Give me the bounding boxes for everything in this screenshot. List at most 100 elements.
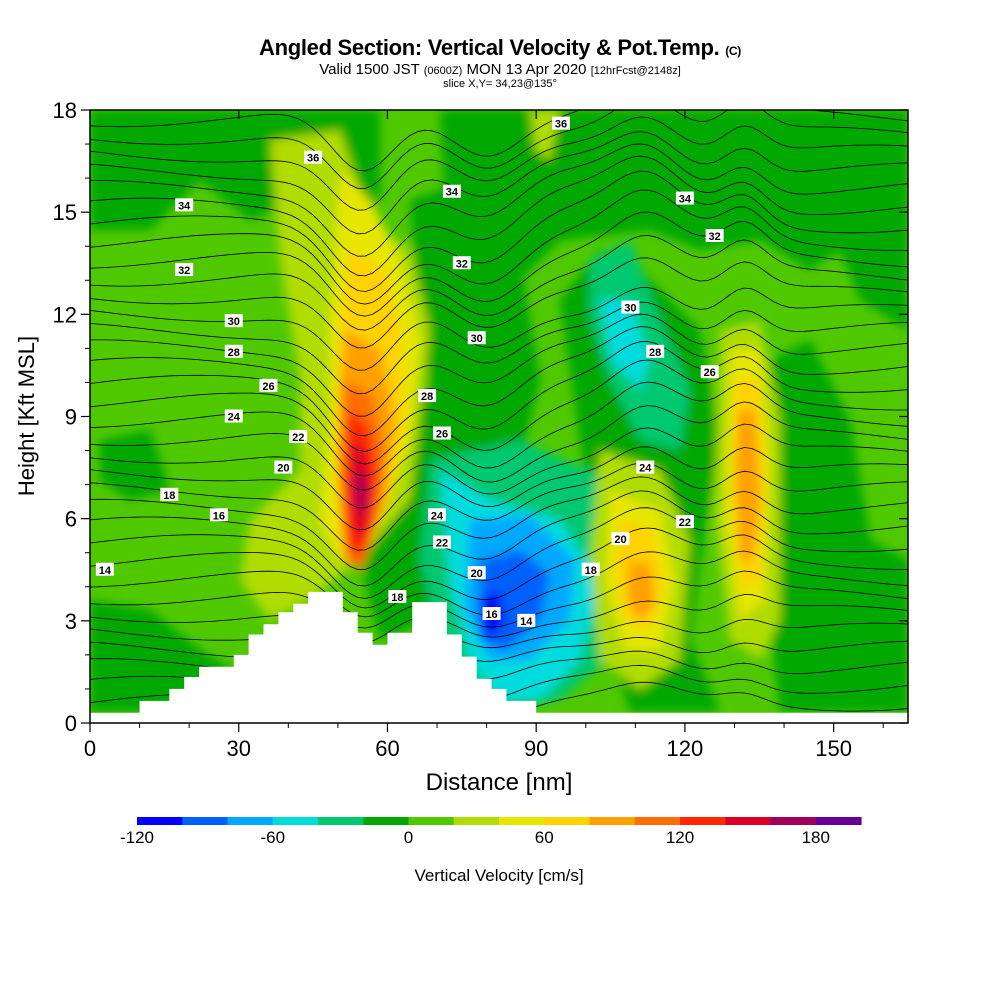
theta-label-bg <box>611 532 630 546</box>
x-axis: 0 30 60 90 120 150 <box>84 110 884 761</box>
field-blobs <box>90 110 908 712</box>
theta-label: 28 <box>421 391 433 403</box>
colorbar-swatch <box>499 817 545 825</box>
theta-label-bg <box>636 460 655 474</box>
y-tick-label: 18 <box>53 98 77 123</box>
theta-contour <box>90 446 908 531</box>
theta-contour <box>90 527 908 609</box>
theta-label-bg <box>675 191 694 205</box>
theta-contour <box>90 257 908 349</box>
theta-label-bg <box>551 116 570 130</box>
title-text: Angled Section: Vertical Velocity & Pot.… <box>258 35 720 60</box>
theta-label: 32 <box>178 265 190 277</box>
theta-label-bg <box>224 409 243 423</box>
theta-label: 22 <box>679 517 691 529</box>
forecast-info: [12hrFcst@2148z] <box>590 65 681 77</box>
theta-label-bg <box>259 378 278 392</box>
theta-label-bg <box>95 562 114 576</box>
theta-label: 36 <box>307 153 319 165</box>
theta-contour-lines <box>90 110 908 723</box>
vertical-velocity-field: 36 36 34 34 34 32 32 32 30 30 30 28 28 28 26 26 26 24 24 24… <box>90 110 908 723</box>
colorbar <box>137 817 862 825</box>
colorbar-tick-label: -120 <box>120 828 154 847</box>
theta-contour <box>90 211 908 317</box>
theta-contour <box>90 326 908 437</box>
theta-label: 32 <box>709 231 721 243</box>
theta-contour <box>90 507 908 599</box>
x-tick-label: 0 <box>84 736 96 761</box>
theta-label: 14 <box>520 616 533 628</box>
theta-label-bg <box>621 300 640 314</box>
colorbar-swatch <box>272 817 319 825</box>
terrain-mask <box>90 591 908 723</box>
theta-contour <box>90 423 908 509</box>
colorbar-swatch <box>453 817 500 825</box>
theta-label-bg <box>274 460 293 474</box>
theta-label-bg <box>224 314 243 328</box>
colorbar-swatch <box>363 817 410 825</box>
colorbar-label: Vertical Velocity [cm/s] <box>414 866 583 885</box>
theta-label-bg <box>428 508 447 522</box>
valid-prefix: Valid 1500 JST <box>319 61 420 78</box>
theta-label: 34 <box>446 187 459 199</box>
theta-contour <box>90 155 908 277</box>
slice-info: slice X,Y= 34,23@135° <box>443 78 557 90</box>
theta-contour <box>90 594 908 644</box>
theta-label-bg <box>388 589 407 603</box>
colorbar-swatch <box>227 817 274 825</box>
theta-label: 28 <box>228 347 240 359</box>
theta-label-bg <box>209 508 228 522</box>
field-region-orange-right2 <box>736 410 760 560</box>
theta-label-bg <box>675 515 694 529</box>
theta-label-bg <box>646 344 665 358</box>
theta-contour <box>90 301 908 395</box>
chart-titles: Angled Section: Vertical Velocity & Pot.… <box>0 35 1000 91</box>
theta-label: 24 <box>431 510 444 522</box>
theta-contour <box>90 490 908 587</box>
theta-contour <box>90 235 908 331</box>
colorbar-tick-label: 120 <box>666 828 694 847</box>
valid-zulu: (0600Z) <box>423 65 463 77</box>
theta-contour-labels: 36 36 34 34 34 32 32 32 30 30 30 28 28 28 26 26 26 24 24 24… <box>95 116 724 628</box>
colorbar-tick-label: 180 <box>802 828 830 847</box>
theta-label: 34 <box>679 194 692 206</box>
theta-label-bg <box>432 535 451 549</box>
theta-contour <box>90 170 908 293</box>
colorbar-swatch <box>634 817 681 825</box>
theta-label: 36 <box>555 119 567 131</box>
theta-label-bg <box>517 613 536 627</box>
colorbar-swatch <box>544 817 591 825</box>
field-region-cyan-upper <box>600 300 650 390</box>
colorbar-swatch <box>725 817 772 825</box>
theta-contour <box>90 189 908 305</box>
theta-label: 24 <box>639 463 652 475</box>
x-axis-label: Distance [nm] <box>426 769 573 796</box>
theta-label-bg <box>160 487 179 501</box>
theta-label-bg <box>467 566 486 580</box>
theta-label-bg <box>418 389 437 403</box>
colorbar-swatch <box>318 817 364 825</box>
theta-contour <box>90 359 908 465</box>
theta-label-bg <box>175 263 194 277</box>
theta-label: 30 <box>471 333 483 345</box>
y-tick-label: 6 <box>65 507 77 532</box>
theta-label: 26 <box>704 367 716 379</box>
y-tick-label: 9 <box>65 405 77 430</box>
theta-label: 30 <box>624 303 636 315</box>
theta-label-bg <box>289 429 308 443</box>
theta-label-bg <box>442 184 461 198</box>
colorbar-swatch <box>770 817 817 825</box>
theta-label: 20 <box>471 568 483 580</box>
x-tick-label: 120 <box>667 736 704 761</box>
theta-label: 26 <box>262 381 274 393</box>
theta-contour <box>90 341 908 452</box>
theta-contour <box>90 116 908 211</box>
theta-label: 34 <box>178 200 191 212</box>
theta-contour <box>90 618 908 663</box>
y-axis-label: Height [Kft MSL] <box>14 336 39 496</box>
theta-label: 16 <box>485 609 497 621</box>
y-tick-label: 12 <box>53 302 77 327</box>
theta-label-bg <box>700 365 719 379</box>
colorbar-tick-label: 0 <box>404 828 413 847</box>
